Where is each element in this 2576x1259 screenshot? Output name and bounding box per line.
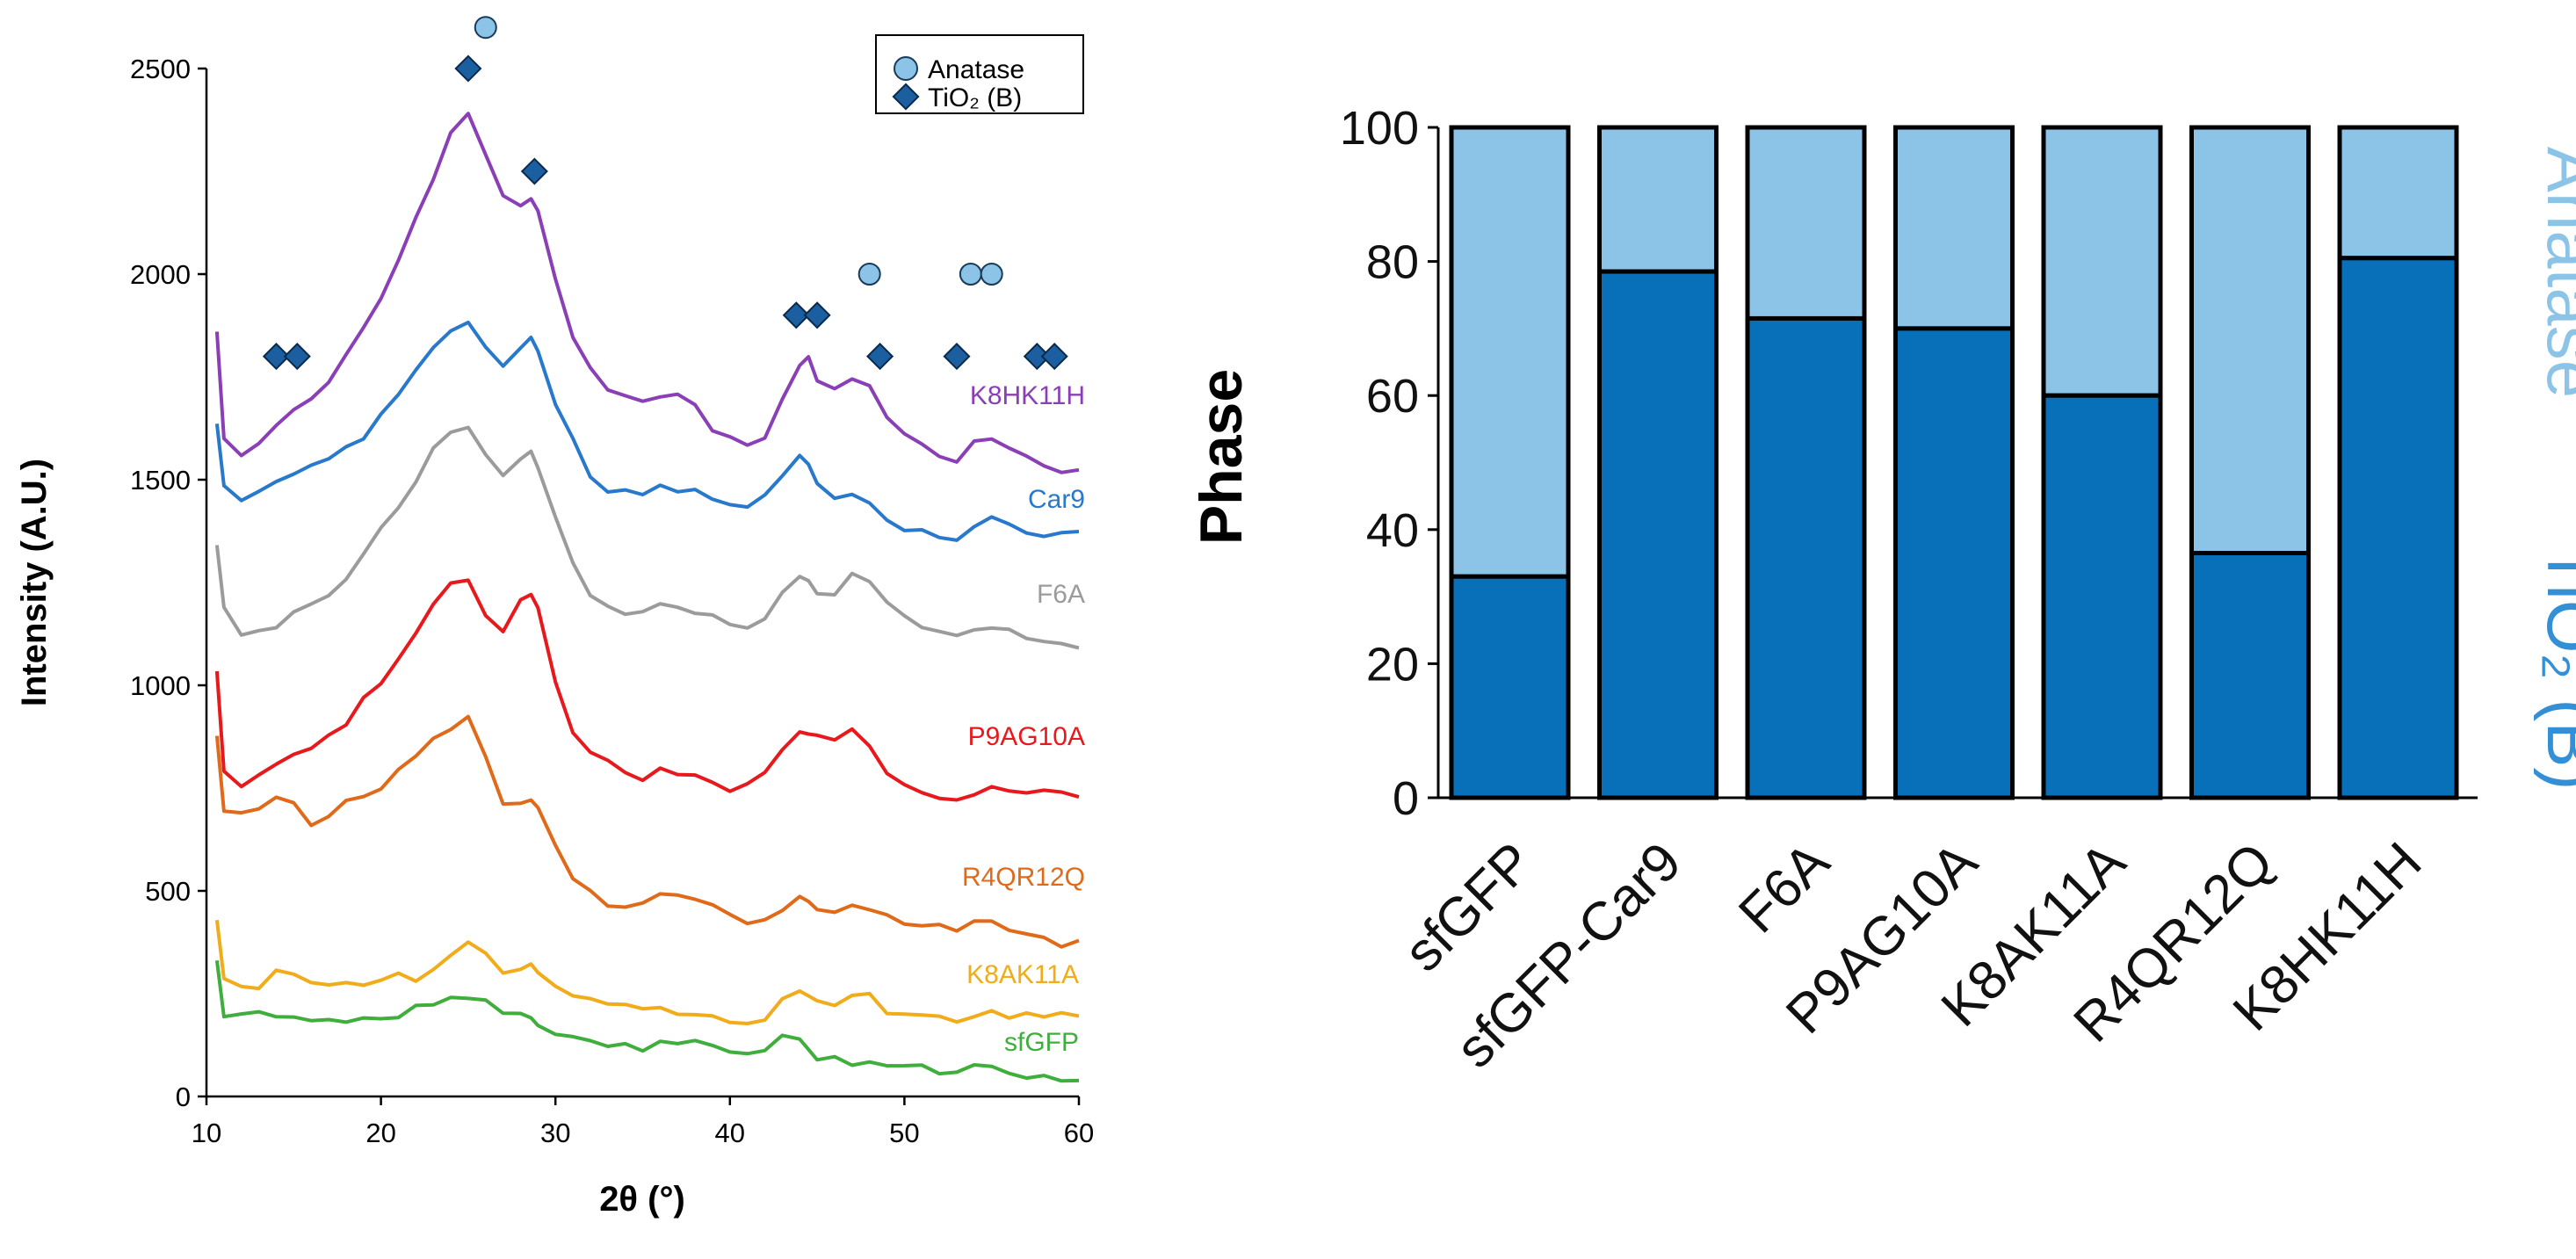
- bar-y-tick-label: 60: [1366, 370, 1419, 423]
- y-axis-title: Intensity (A.U.): [15, 459, 54, 706]
- bar-tio2b-r4qr12q: [2189, 551, 2311, 800]
- series-label-k8ak11a: K8AK11A: [966, 960, 1079, 989]
- xrd-axes: [205, 69, 1079, 1098]
- series-label-sfgfp: sfGFP: [1004, 1028, 1079, 1057]
- bar-tio2b-sfgfp-car9: [1597, 269, 1719, 800]
- bar-y-tick-label: 0: [1393, 772, 1419, 825]
- tio2b-marker: [454, 54, 482, 83]
- legend-tio2b-label: TiO₂ (B): [928, 83, 1022, 112]
- bar-anatase-p9ag10a: [1893, 125, 2015, 331]
- anatase-marker: [980, 263, 1003, 286]
- bar-tio2b-k8ak11a: [2041, 393, 2163, 800]
- y-tick-label: 1000: [130, 670, 191, 701]
- series-label-p9ag10a: P9AG10A: [968, 722, 1085, 751]
- y-tick-label: 2500: [130, 54, 191, 84]
- y-tick-label: 2000: [130, 259, 191, 290]
- series-label-r4qr12q: R4QR12Q: [962, 863, 1085, 892]
- bar-ticks: 0 20 40 60 80 100: [1340, 102, 1438, 825]
- tio2b-marker: [283, 343, 311, 371]
- anatase-marker: [474, 16, 497, 40]
- bar-anatase-sfgfp: [1449, 125, 1571, 579]
- series-line-k8ak11a: [214, 920, 1080, 1025]
- x-tick-label: 40: [715, 1118, 745, 1148]
- x-tick-label: 50: [889, 1118, 919, 1148]
- anatase-marker: [959, 263, 982, 286]
- bar-tio2b-k8hk11h: [2337, 256, 2459, 800]
- tio2b-marker: [866, 343, 894, 371]
- bar-y-tick-label: 80: [1366, 236, 1419, 289]
- tio2b-marker: [520, 157, 548, 185]
- side-label-anatase: Anatase: [2533, 147, 2576, 398]
- tio2b-marker: [943, 343, 971, 371]
- y-tick-label: 500: [145, 876, 191, 907]
- x-tick-label: 20: [365, 1118, 395, 1148]
- legend: Anatase TiO₂ (B): [875, 34, 1084, 114]
- series-line-car9: [214, 320, 1080, 542]
- bar-anatase-f6a: [1745, 125, 1867, 321]
- anatase-legend-marker: [894, 56, 918, 81]
- bar-anatase-k8ak11a: [2041, 125, 2163, 398]
- series-line-p9ag10a: [214, 578, 1080, 802]
- bar-tio2b-p9ag10a: [1893, 326, 2015, 800]
- bar-y-tick-label: 100: [1340, 102, 1419, 155]
- bar-y-tick-label: 20: [1366, 638, 1419, 691]
- x-tick-label: 30: [540, 1118, 570, 1148]
- series-line-k8hk11h: [214, 112, 1080, 474]
- bar-y-tick-label: 40: [1366, 504, 1419, 557]
- x-tick-label: 60: [1064, 1118, 1094, 1148]
- bar-tio2b-sfgfp: [1449, 574, 1571, 800]
- tio2b-marker: [1040, 343, 1068, 371]
- y-tick-label: 0: [176, 1082, 191, 1112]
- bar-anatase-sfgfp-car9: [1597, 125, 1719, 274]
- phase-marker-group: [262, 16, 1068, 371]
- tio2b-marker: [1023, 343, 1051, 371]
- bar-y-axis-title: Phase: [1188, 369, 1255, 545]
- legend-anatase-label: Anatase: [928, 55, 1024, 84]
- bar-anatase-r4qr12q: [2189, 125, 2311, 556]
- bar-anatase-k8hk11h: [2337, 125, 2459, 261]
- bar-tio2b-f6a: [1745, 315, 1867, 800]
- xrd-series-group: [214, 112, 1080, 1083]
- x-axis-title: 2θ (°): [599, 1180, 685, 1219]
- x-tick-label: 10: [192, 1118, 221, 1148]
- series-label-f6a: F6A: [1037, 580, 1085, 609]
- xrd-ticks: 10 20 30 40 50 60 0 500 1000 1500 2000 2500: [130, 54, 1094, 1148]
- series-label-k8hk11h: K8HK11H: [970, 381, 1085, 410]
- tio2b-marker: [262, 343, 290, 371]
- series-line-sfgfp: [214, 960, 1080, 1083]
- side-label-tio2b: TiO₂ (B): [2533, 546, 2576, 791]
- y-tick-label: 1500: [130, 465, 191, 496]
- bar-category-label: F6A: [1727, 831, 1842, 945]
- anatase-marker: [857, 263, 881, 286]
- tio2b-legend-marker: [892, 83, 920, 111]
- bar-group: [1449, 125, 2459, 800]
- series-label-group: K8HK11H Car9 F6A P9AG10A R4QR12Q K8AK11A sfGFP: [962, 381, 1085, 1057]
- series-label-car9: Car9: [1028, 485, 1085, 514]
- tio2b-marker: [803, 301, 831, 329]
- series-line-f6a: [214, 425, 1080, 650]
- series-line-r4qr12q: [214, 714, 1080, 949]
- tio2b-marker: [782, 301, 810, 329]
